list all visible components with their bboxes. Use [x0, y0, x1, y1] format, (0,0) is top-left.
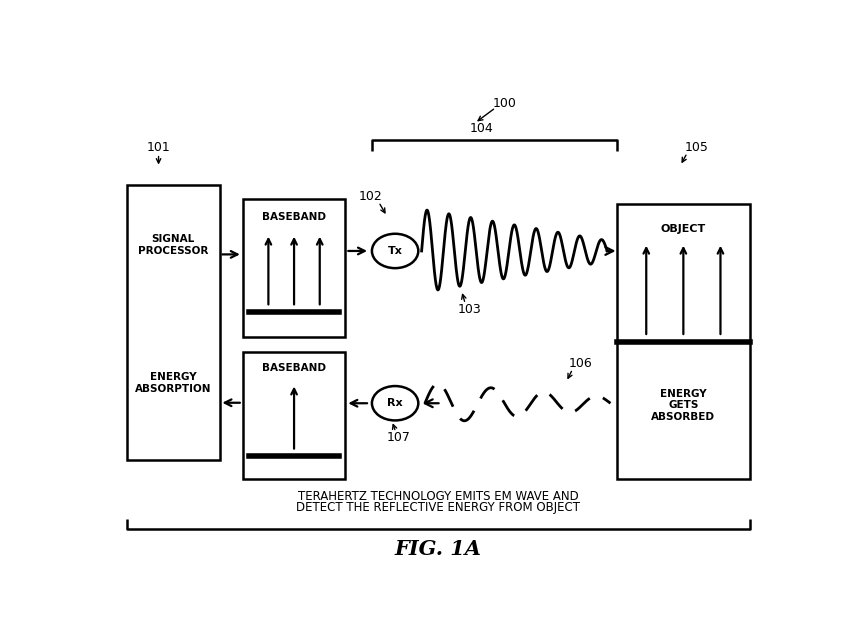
Text: TERAHERTZ TECHNOLOGY EMITS EM WAVE AND: TERAHERTZ TECHNOLOGY EMITS EM WAVE AND: [298, 490, 579, 503]
Bar: [127, 184, 220, 460]
Circle shape: [372, 386, 418, 420]
Text: Rx: Rx: [387, 398, 403, 408]
Text: 101: 101: [147, 141, 170, 154]
Text: FIG. 1A: FIG. 1A: [395, 539, 481, 559]
Text: 107: 107: [386, 431, 410, 444]
Text: 102: 102: [359, 190, 382, 204]
Text: SIGNAL
PROCESSOR: SIGNAL PROCESSOR: [138, 234, 209, 256]
Text: 103: 103: [458, 304, 482, 316]
Text: 106: 106: [569, 357, 593, 371]
Text: BASEBAND: BASEBAND: [262, 212, 326, 222]
Text: 100: 100: [492, 97, 516, 110]
Text: OBJECT: OBJECT: [661, 224, 706, 234]
Text: Tx: Tx: [387, 246, 403, 256]
Text: 105: 105: [685, 141, 709, 154]
Circle shape: [372, 234, 418, 268]
Text: 104: 104: [469, 122, 493, 135]
Text: BASEBAND: BASEBAND: [262, 363, 326, 373]
Text: ENERGY
ABSORPTION: ENERGY ABSORPTION: [135, 372, 211, 394]
Text: DETECT THE REFLECTIVE ENERGY FROM OBJECT: DETECT THE REFLECTIVE ENERGY FROM OBJECT: [296, 501, 581, 514]
Text: ENERGY
GETS
ABSORBED: ENERGY GETS ABSORBED: [652, 389, 716, 422]
Bar: [617, 204, 750, 479]
Bar: [243, 199, 345, 337]
Bar: [243, 352, 345, 479]
